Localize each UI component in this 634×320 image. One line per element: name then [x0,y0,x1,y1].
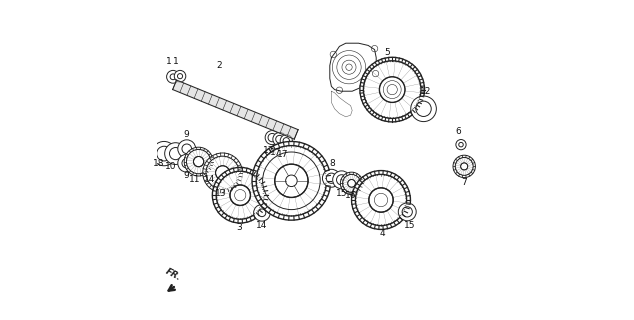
Circle shape [169,148,181,160]
Circle shape [333,171,351,189]
Circle shape [170,74,176,80]
Text: 11: 11 [189,175,200,184]
Text: 15: 15 [335,189,347,198]
Circle shape [265,131,279,145]
Circle shape [157,146,171,161]
Text: 9: 9 [183,130,189,139]
Text: 9: 9 [183,172,189,180]
Circle shape [273,132,287,146]
Text: 15: 15 [404,221,415,230]
Circle shape [402,207,412,217]
Circle shape [254,204,270,221]
Circle shape [459,142,463,147]
Circle shape [411,96,436,122]
Text: 16: 16 [345,191,356,200]
Text: 13: 13 [215,189,226,198]
Circle shape [178,154,196,172]
Circle shape [398,203,416,221]
Circle shape [268,133,276,142]
Circle shape [182,144,191,154]
Circle shape [174,70,186,82]
Circle shape [340,172,363,195]
Circle shape [337,175,347,185]
Circle shape [323,169,340,187]
Circle shape [280,135,292,147]
Circle shape [216,166,230,180]
Circle shape [210,164,217,172]
Text: 1: 1 [166,57,172,66]
Circle shape [203,153,242,193]
Circle shape [456,140,466,150]
Circle shape [152,141,176,166]
Polygon shape [172,80,298,139]
Circle shape [461,163,468,170]
Text: FR.: FR. [164,267,183,282]
Circle shape [193,156,204,167]
Circle shape [178,74,183,79]
Circle shape [182,158,191,168]
Circle shape [379,77,405,102]
Circle shape [453,155,476,178]
Text: 6: 6 [455,127,461,136]
Circle shape [327,173,337,183]
Circle shape [178,140,196,158]
Circle shape [360,57,425,122]
Text: 4: 4 [379,229,385,238]
Text: 18: 18 [153,159,165,168]
Circle shape [258,209,266,217]
Text: 10: 10 [165,162,176,171]
Circle shape [206,160,222,176]
Text: 1: 1 [173,57,179,66]
Circle shape [347,180,356,187]
Text: 7: 7 [462,178,467,187]
Circle shape [275,164,308,197]
Text: 3: 3 [236,223,242,232]
Circle shape [283,138,290,144]
Text: 17: 17 [277,150,289,159]
Circle shape [252,141,331,220]
Circle shape [212,167,268,223]
Text: 14: 14 [256,221,268,230]
Text: 12: 12 [420,87,432,96]
Circle shape [276,135,283,143]
Text: 14: 14 [204,175,216,184]
Circle shape [352,171,410,229]
Text: 5: 5 [384,48,390,57]
Circle shape [184,147,213,176]
Text: 2: 2 [217,61,222,70]
Circle shape [369,188,393,212]
Text: 17: 17 [270,148,281,157]
Circle shape [416,101,431,116]
Circle shape [167,70,179,83]
Circle shape [165,143,186,164]
Text: 17: 17 [263,146,275,155]
Circle shape [230,185,250,205]
Text: 8: 8 [329,159,335,168]
